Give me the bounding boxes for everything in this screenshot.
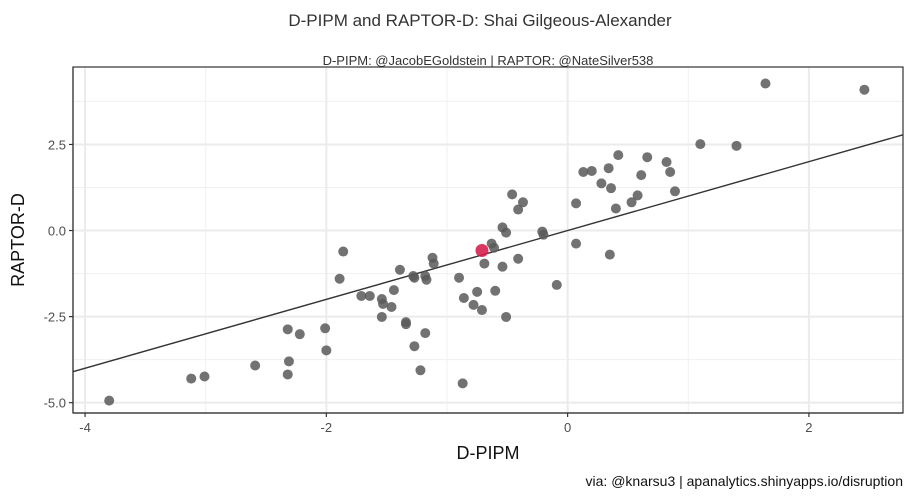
data-point bbox=[454, 272, 465, 283]
data-point bbox=[507, 189, 518, 200]
data-point bbox=[420, 328, 431, 339]
grid bbox=[73, 67, 903, 413]
data-point bbox=[578, 167, 589, 178]
data-point bbox=[250, 360, 261, 371]
data-point bbox=[513, 204, 524, 215]
data-point bbox=[501, 227, 512, 238]
data-point bbox=[859, 84, 870, 95]
data-point bbox=[364, 290, 375, 301]
data-point bbox=[394, 264, 405, 275]
data-point bbox=[186, 373, 197, 384]
trendline-group bbox=[72, 134, 904, 373]
data-point bbox=[665, 167, 676, 178]
data-point bbox=[669, 186, 680, 197]
y-tick-label: -2.5 bbox=[44, 310, 66, 325]
y-tick-label: 0.0 bbox=[48, 224, 66, 239]
x-axis: -4 -2 0 2 bbox=[73, 412, 903, 435]
data-point bbox=[636, 170, 647, 181]
data-point bbox=[400, 317, 411, 328]
data-point bbox=[468, 299, 479, 310]
data-point bbox=[386, 301, 397, 312]
data-point bbox=[642, 152, 653, 163]
data-point bbox=[199, 371, 210, 382]
data-point bbox=[338, 246, 349, 257]
data-point bbox=[334, 273, 345, 284]
data-point bbox=[490, 285, 501, 296]
data-point bbox=[604, 249, 615, 260]
y-axis-title: RAPTOR-D bbox=[8, 193, 28, 287]
x-axis-title: D-PIPM bbox=[457, 443, 520, 463]
panel-background bbox=[73, 67, 903, 413]
data-point bbox=[321, 345, 332, 356]
data-point bbox=[632, 190, 643, 201]
data-point bbox=[517, 197, 528, 208]
data-point bbox=[458, 293, 469, 304]
points-group bbox=[104, 78, 870, 406]
data-point bbox=[282, 369, 293, 380]
data-point bbox=[603, 163, 614, 174]
data-point bbox=[356, 290, 367, 301]
data-point bbox=[479, 258, 490, 269]
data-point bbox=[294, 329, 305, 340]
data-point bbox=[421, 274, 432, 285]
data-point bbox=[613, 150, 624, 161]
x-tick-label: -4 bbox=[79, 420, 91, 435]
data-point bbox=[626, 197, 637, 208]
data-point bbox=[731, 140, 742, 151]
data-point bbox=[610, 203, 621, 214]
chart-caption: via: @knarsu3 | apanalytics.shinyapps.io… bbox=[586, 473, 903, 489]
data-point bbox=[497, 261, 508, 272]
data-point bbox=[661, 157, 672, 168]
y-axis: 2.5 0.0 -2.5 -5.0 bbox=[44, 67, 74, 413]
data-point bbox=[538, 229, 549, 240]
data-point bbox=[760, 78, 771, 89]
data-point bbox=[571, 198, 582, 209]
data-point bbox=[409, 272, 420, 283]
highlight-point bbox=[475, 244, 489, 258]
data-point bbox=[378, 298, 389, 309]
data-point bbox=[457, 378, 468, 389]
data-point bbox=[489, 242, 500, 253]
chart-title: D-PIPM and RAPTOR-D: Shai Gilgeous-Alexa… bbox=[288, 11, 672, 30]
highlight-group bbox=[475, 244, 489, 258]
x-tick-label: -2 bbox=[321, 420, 333, 435]
chart-subtitle: D-PIPM: @JacobEGoldstein | RAPTOR: @Nate… bbox=[323, 53, 654, 68]
y-tick-label: -5.0 bbox=[44, 396, 66, 411]
data-point bbox=[551, 279, 562, 290]
data-point bbox=[472, 286, 483, 297]
data-point bbox=[513, 253, 524, 264]
data-point bbox=[282, 324, 293, 335]
regression-line bbox=[72, 134, 904, 373]
data-point bbox=[501, 311, 512, 322]
data-point bbox=[596, 178, 607, 189]
data-point bbox=[606, 183, 617, 194]
data-point bbox=[695, 139, 706, 150]
data-point bbox=[104, 395, 115, 406]
data-point bbox=[571, 238, 582, 249]
data-point bbox=[428, 258, 439, 269]
data-point bbox=[409, 341, 420, 352]
data-point bbox=[283, 356, 294, 367]
data-point bbox=[388, 285, 399, 296]
data-point bbox=[586, 165, 597, 176]
y-tick-label: 2.5 bbox=[48, 137, 66, 152]
data-point bbox=[415, 365, 426, 376]
x-tick-label: 0 bbox=[564, 420, 571, 435]
data-point bbox=[476, 305, 487, 316]
data-point bbox=[376, 311, 387, 322]
data-point bbox=[320, 323, 331, 334]
x-tick-label: 2 bbox=[805, 420, 812, 435]
